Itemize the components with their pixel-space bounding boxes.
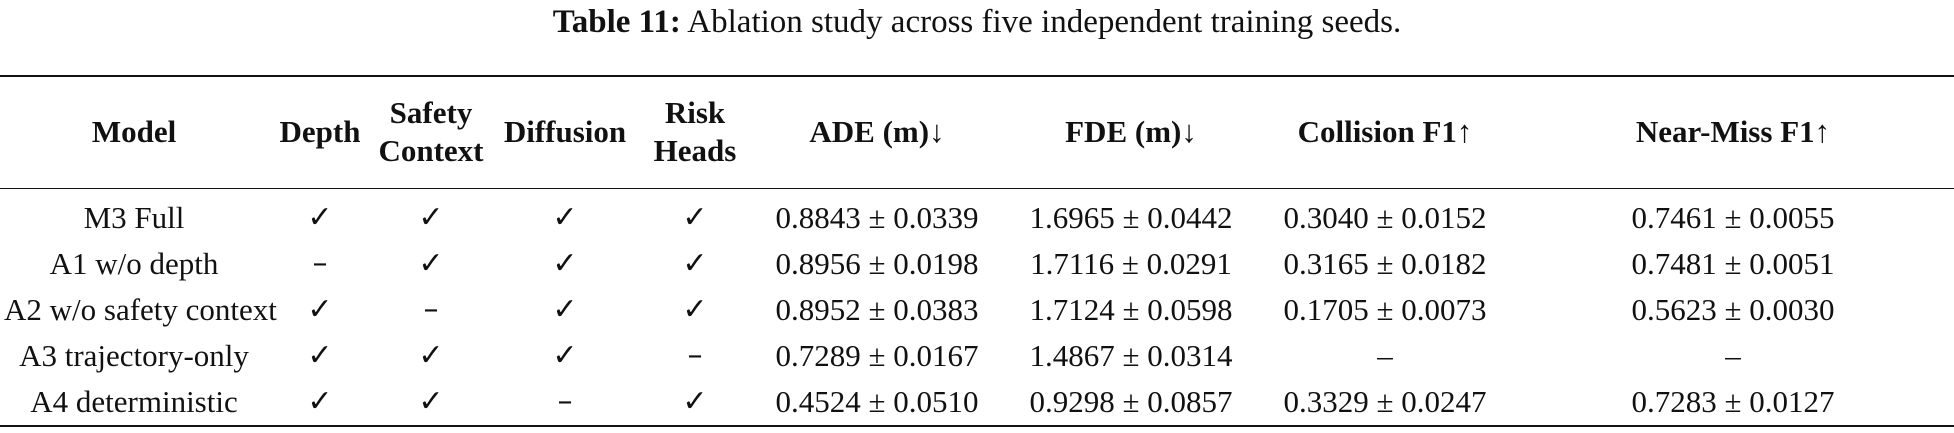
cell-depth: ✓ bbox=[307, 291, 333, 327]
cell-diffusion: ✓ bbox=[552, 245, 578, 281]
cell-ade: 0.4524 ± 0.0510 bbox=[750, 378, 1004, 427]
header-fde: FDE (m)↓ bbox=[1004, 75, 1258, 189]
cell-risk-heads: – bbox=[687, 337, 703, 373]
cell-diffusion: – bbox=[490, 378, 640, 427]
cell-fde: 1.4867 ± 0.0314 bbox=[1029, 337, 1233, 373]
cell-fde: 1.6965 ± 0.0442 bbox=[1029, 199, 1233, 235]
cell-collision-f1: 0.3040 ± 0.0152 bbox=[1283, 199, 1487, 235]
cell-risk-heads: ✓ bbox=[640, 378, 750, 427]
ablation-table: Model Depth Safety Context Diffusion Risk… bbox=[0, 75, 1954, 427]
cell-depth: ✓ bbox=[268, 378, 372, 427]
cell-model: A4 deterministic bbox=[0, 378, 268, 427]
header-diffusion: Diffusion bbox=[490, 75, 640, 189]
cell-diffusion: ✓ bbox=[552, 291, 578, 327]
header-ade: ADE (m)↓ bbox=[750, 75, 1004, 189]
cell-risk-heads: ✓ bbox=[682, 291, 708, 327]
table-row: A2 w/o safety context ✓ – ✓ ✓ 0.8952 ± 0… bbox=[0, 287, 1954, 333]
table-row: A4 deterministic ✓ ✓ – ✓ 0.4524 ± 0.0510… bbox=[0, 378, 1954, 427]
table-caption-text: Ablation study across five independent t… bbox=[687, 4, 1402, 40]
cell-near-miss-f1: 0.7283 ± 0.0127 bbox=[1512, 378, 1954, 427]
header-near-miss-f1: Near-Miss F1↑ bbox=[1512, 75, 1954, 189]
cell-fde: 1.7116 ± 0.0291 bbox=[1030, 245, 1232, 281]
cell-collision-f1: – bbox=[1377, 337, 1393, 373]
cell-safety-context: ✓ bbox=[418, 337, 444, 373]
cell-near-miss-f1: 0.7461 ± 0.0055 bbox=[1631, 199, 1835, 235]
header-depth: Depth bbox=[268, 75, 372, 189]
cell-model: A2 w/o safety context bbox=[4, 291, 277, 327]
cell-risk-heads: ✓ bbox=[682, 245, 708, 281]
cell-fde: 1.7124 ± 0.0598 bbox=[1029, 291, 1233, 327]
table-row: M3 Full ✓ ✓ ✓ ✓ 0.8843 ± 0.0339 1.6965 ±… bbox=[0, 188, 1954, 241]
cell-ade: 0.8952 ± 0.0383 bbox=[775, 291, 979, 327]
cell-depth: ✓ bbox=[307, 337, 333, 373]
cell-depth: ✓ bbox=[307, 199, 333, 235]
cell-near-miss-f1: 0.5623 ± 0.0030 bbox=[1631, 291, 1835, 327]
cell-near-miss-f1: – bbox=[1725, 337, 1741, 373]
cell-model: M3 Full bbox=[83, 199, 185, 235]
cell-diffusion: ✓ bbox=[552, 337, 578, 373]
cell-model: A1 w/o depth bbox=[49, 245, 219, 281]
table-caption-label: Table 11: bbox=[552, 4, 681, 40]
cell-collision-f1: 0.3329 ± 0.0247 bbox=[1258, 378, 1512, 427]
header-safety-context: Safety Context bbox=[372, 75, 490, 189]
table-row: A1 w/o depth – ✓ ✓ ✓ 0.8956 ± 0.0198 1.7… bbox=[0, 241, 1954, 287]
cell-safety-context: ✓ bbox=[372, 378, 490, 427]
cell-ade: 0.7289 ± 0.0167 bbox=[775, 337, 979, 373]
header-risk-heads: Risk Heads bbox=[640, 75, 750, 189]
cell-collision-f1: 0.3165 ± 0.0182 bbox=[1283, 245, 1487, 281]
cell-diffusion: ✓ bbox=[552, 199, 578, 235]
cell-collision-f1: 0.1705 ± 0.0073 bbox=[1283, 291, 1487, 327]
cell-depth: – bbox=[312, 245, 328, 281]
table-row: A3 trajectory-only ✓ ✓ ✓ – 0.7289 ± 0.01… bbox=[0, 333, 1954, 379]
cell-ade: 0.8843 ± 0.0339 bbox=[775, 199, 979, 235]
table-caption: Table 11: Ablation study across five ind… bbox=[0, 0, 1954, 44]
cell-fde: 0.9298 ± 0.0857 bbox=[1004, 378, 1258, 427]
cell-safety-context: ✓ bbox=[418, 245, 444, 281]
cell-near-miss-f1: 0.7481 ± 0.0051 bbox=[1631, 245, 1835, 281]
cell-risk-heads: ✓ bbox=[682, 199, 708, 235]
cell-model: A3 trajectory-only bbox=[19, 337, 249, 373]
cell-safety-context: – bbox=[423, 291, 439, 327]
header-model: Model bbox=[0, 75, 268, 189]
table-header-row: Model Depth Safety Context Diffusion Risk… bbox=[0, 75, 1954, 189]
cell-ade: 0.8956 ± 0.0198 bbox=[775, 245, 979, 281]
cell-safety-context: ✓ bbox=[418, 199, 444, 235]
header-collision-f1: Collision F1↑ bbox=[1258, 75, 1512, 189]
